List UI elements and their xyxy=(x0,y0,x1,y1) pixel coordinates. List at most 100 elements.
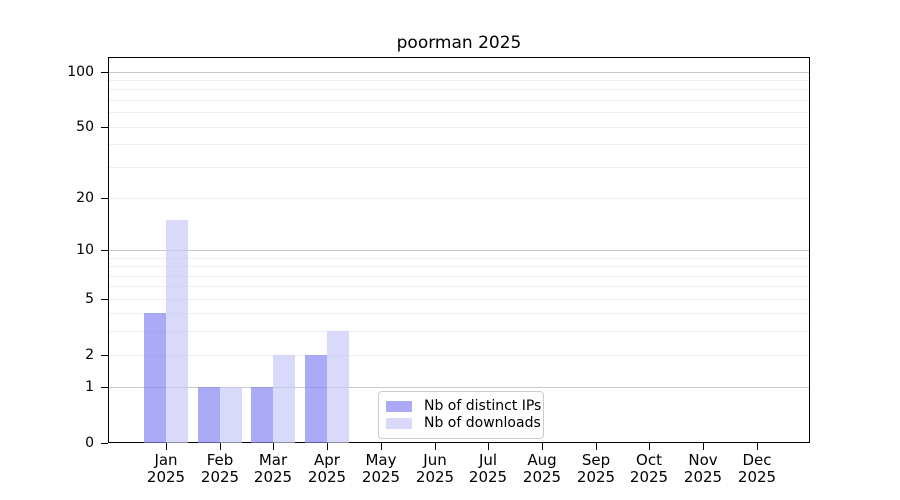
gridline-minor xyxy=(109,166,809,168)
gridline-minor xyxy=(109,112,809,114)
x-tick-mark xyxy=(435,443,436,450)
gridline-minor xyxy=(109,257,809,259)
gridline-minor xyxy=(109,313,809,315)
x-tick-month: Feb xyxy=(206,451,234,469)
y-tick-mark xyxy=(101,355,108,356)
plot-area xyxy=(108,57,810,443)
x-tick-month: Aug xyxy=(527,451,557,469)
gridline-minor xyxy=(109,275,809,277)
y-tick-mark xyxy=(101,72,108,73)
legend-label-downloads: Nb of downloads xyxy=(424,415,541,431)
x-tick-year: 2025 xyxy=(361,468,401,486)
gridline-minor xyxy=(109,266,809,268)
x-tick-label: Sep 2025 xyxy=(551,452,641,486)
legend-swatch-downloads xyxy=(386,417,412,429)
y-tick-mark xyxy=(101,198,108,199)
x-tick-label: Jul 2025 xyxy=(443,452,533,486)
x-tick-year: 2025 xyxy=(200,468,240,486)
y-tick-label: 5 xyxy=(85,291,94,307)
x-tick-mark xyxy=(596,443,597,450)
gridline-minor xyxy=(109,298,809,300)
gridline-major xyxy=(109,71,809,73)
y-tick-label: 1 xyxy=(85,379,94,395)
x-tick-mark xyxy=(757,443,758,450)
x-tick-label: Apr 2025 xyxy=(282,452,372,486)
y-tick-label: 50 xyxy=(76,119,94,135)
gridline-minor xyxy=(109,144,809,146)
x-tick-month: Apr xyxy=(314,451,340,469)
legend-item-distinct-ips: Nb of distinct IPs xyxy=(386,398,541,414)
x-tick-year: 2025 xyxy=(146,468,186,486)
gridline-minor xyxy=(109,286,809,288)
y-tick-label: 20 xyxy=(76,190,94,206)
x-tick-year: 2025 xyxy=(629,468,669,486)
bar-downloads-apr xyxy=(327,331,350,443)
x-tick-label: Aug 2025 xyxy=(497,452,587,486)
x-tick-year: 2025 xyxy=(468,468,508,486)
x-tick-label: Oct 2025 xyxy=(604,452,694,486)
y-tick-label: 10 xyxy=(76,242,94,258)
x-tick-year: 2025 xyxy=(522,468,562,486)
x-tick-year: 2025 xyxy=(415,468,455,486)
bar-downloads-jan xyxy=(166,219,188,443)
x-tick-month: Jul xyxy=(478,451,498,469)
x-tick-month: Mar xyxy=(258,451,288,469)
gridline-minor xyxy=(109,354,809,356)
x-tick-mark xyxy=(220,443,221,450)
x-tick-month: Nov xyxy=(688,451,718,469)
x-tick-month: Sep xyxy=(581,451,611,469)
legend: Nb of distinct IPs Nb of downloads xyxy=(378,391,544,439)
x-tick-year: 2025 xyxy=(683,468,723,486)
x-tick-label: Feb 2025 xyxy=(175,452,265,486)
x-tick-mark xyxy=(649,443,650,450)
x-tick-label: Jun 2025 xyxy=(390,452,480,486)
x-tick-year: 2025 xyxy=(253,468,293,486)
x-tick-mark xyxy=(381,443,382,450)
x-tick-month: Dec xyxy=(742,451,772,469)
x-tick-mark xyxy=(273,443,274,450)
x-tick-year: 2025 xyxy=(576,468,616,486)
x-tick-month: Oct xyxy=(636,451,662,469)
y-tick-mark xyxy=(101,387,108,388)
bar-distinct-ips-apr xyxy=(305,354,328,443)
x-tick-mark xyxy=(327,443,328,450)
bar-distinct-ips-feb xyxy=(197,387,220,443)
x-tick-label: Dec 2025 xyxy=(712,452,802,486)
bar-distinct-ips-jan xyxy=(144,313,166,443)
x-tick-mark xyxy=(703,443,704,450)
x-tick-mark xyxy=(542,443,543,450)
gridline-minor xyxy=(109,331,809,333)
x-tick-label: May 2025 xyxy=(336,452,426,486)
gridline-minor xyxy=(109,197,809,199)
gridline-minor xyxy=(109,126,809,128)
x-tick-month: May xyxy=(365,451,397,469)
y-tick-mark xyxy=(101,443,108,444)
y-tick-mark xyxy=(101,250,108,251)
gridline-major xyxy=(109,250,809,251)
gridline-minor xyxy=(109,89,809,91)
y-tick-label: 100 xyxy=(67,64,94,80)
y-tick-mark xyxy=(101,127,108,128)
x-tick-mark xyxy=(166,443,167,450)
legend-label-distinct-ips: Nb of distinct IPs xyxy=(424,398,542,414)
x-tick-label: Nov 2025 xyxy=(658,452,748,486)
bar-distinct-ips-mar xyxy=(251,387,274,443)
bar-downloads-feb xyxy=(219,387,242,443)
gridline-major xyxy=(109,387,809,389)
x-tick-year: 2025 xyxy=(307,468,347,486)
gridline-minor xyxy=(109,99,809,101)
gridline-minor xyxy=(109,79,809,81)
x-tick-label: Jan 2025 xyxy=(121,452,211,486)
x-tick-mark xyxy=(488,443,489,450)
x-tick-label: Mar 2025 xyxy=(228,452,318,486)
bar-downloads-mar xyxy=(273,354,296,443)
legend-item-downloads: Nb of downloads xyxy=(386,415,541,431)
y-tick-mark xyxy=(101,299,108,300)
y-tick-label: 2 xyxy=(85,347,94,363)
legend-swatch-distinct-ips xyxy=(386,400,412,412)
chart-title: poorman 2025 xyxy=(396,33,522,53)
y-tick-label: 0 xyxy=(85,435,94,451)
x-tick-year: 2025 xyxy=(737,468,777,486)
x-tick-month: Jun xyxy=(423,451,447,469)
